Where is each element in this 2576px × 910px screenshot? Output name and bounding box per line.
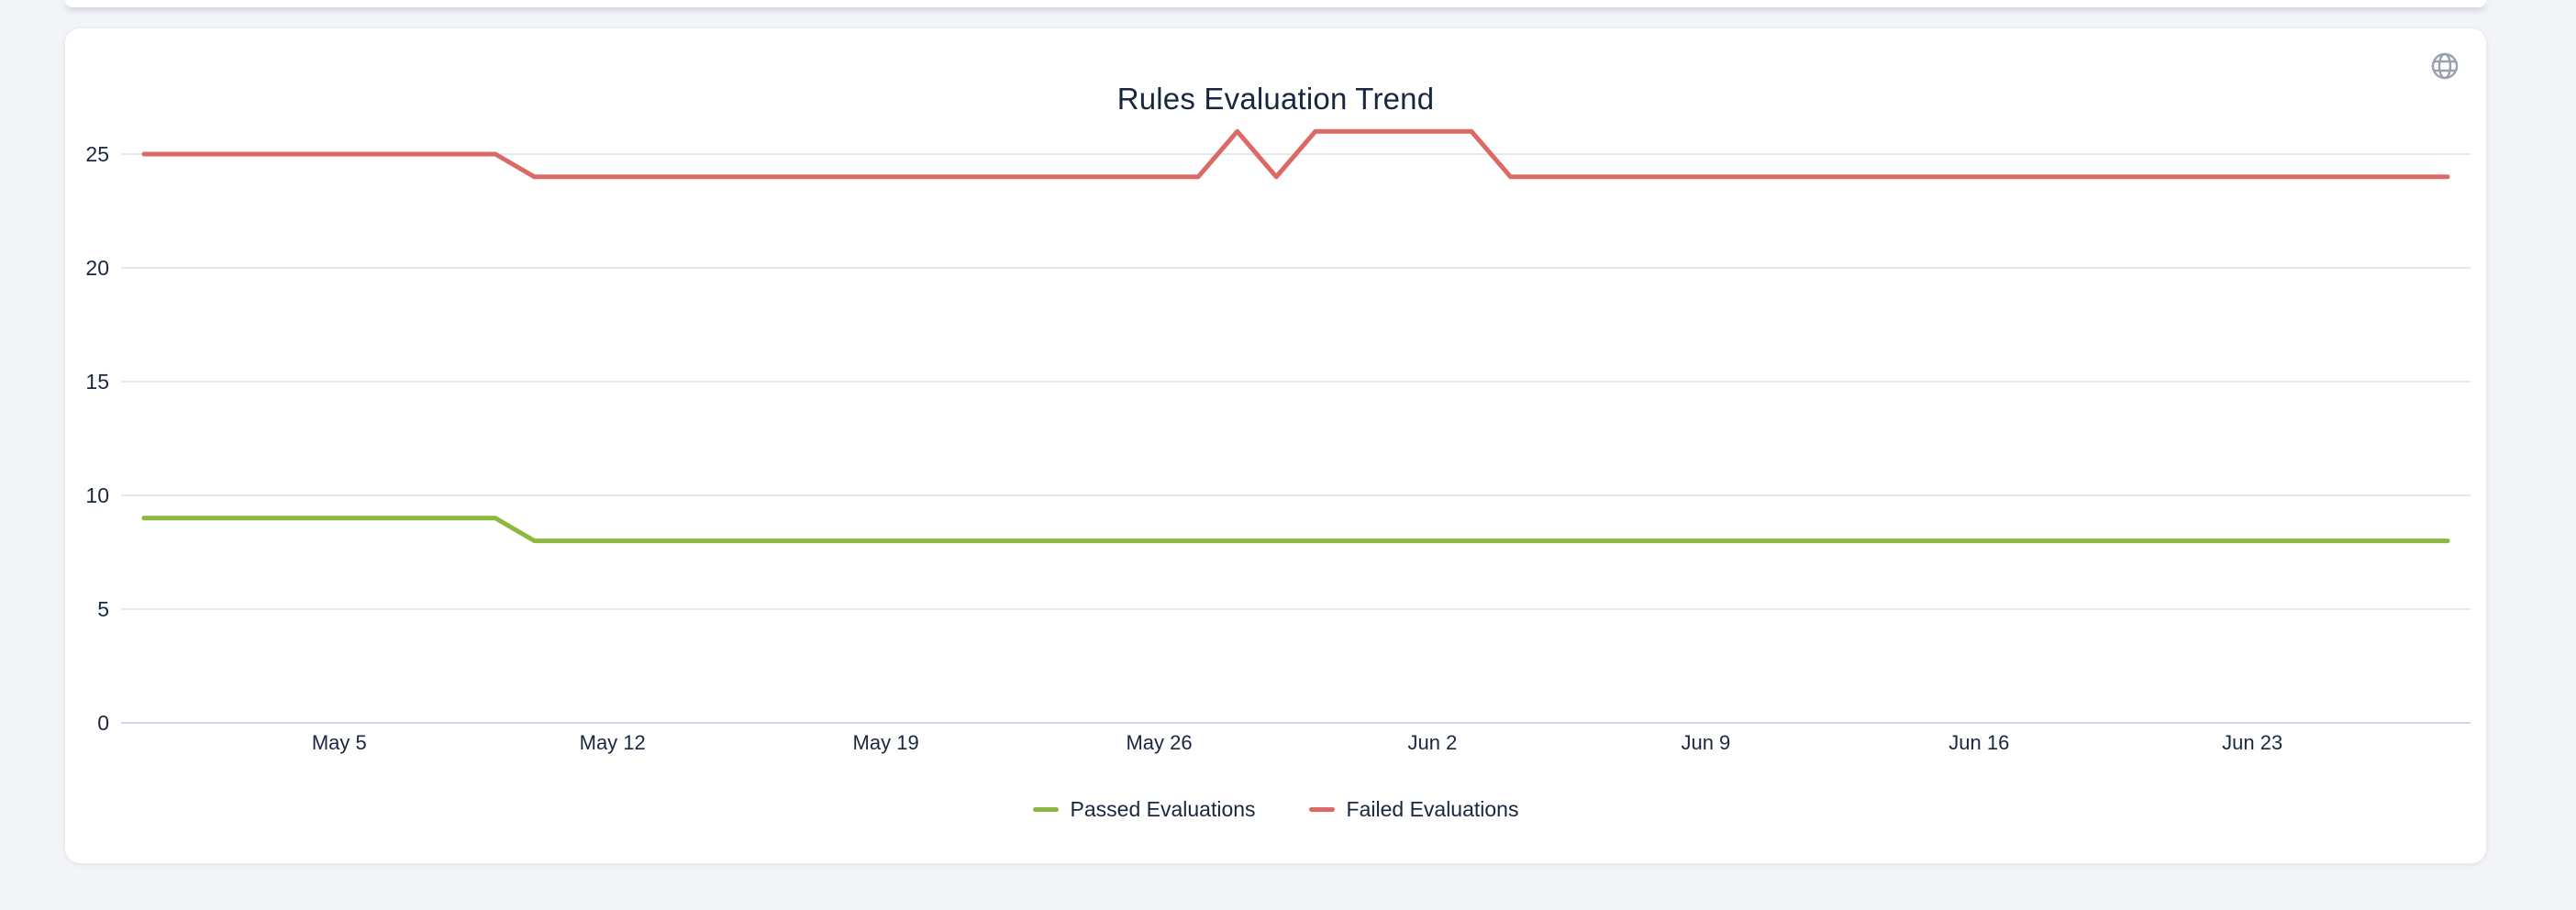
series-line-passed[interactable] xyxy=(141,516,2450,544)
series-line-failed[interactable] xyxy=(141,128,2450,180)
y-tick-label: 25 xyxy=(85,142,109,166)
chart-legend: Passed Evaluations Failed Evaluations xyxy=(65,797,2486,822)
y-tick-label: 15 xyxy=(85,370,109,394)
legend-label-passed: Passed Evaluations xyxy=(1070,797,1256,821)
y-tick-label: 5 xyxy=(97,597,109,621)
x-tick-label: Jun 16 xyxy=(1949,731,2009,754)
x-tick-label: May 26 xyxy=(1126,731,1192,754)
chart-card: Rules Evaluation Trend 0 5 10 15 20 25 May 5 Ma… xyxy=(65,28,2486,863)
legend-item-passed[interactable]: Passed Evaluations xyxy=(1032,797,1256,822)
y-tick-label: 20 xyxy=(85,256,109,280)
y-tick-label: 0 xyxy=(97,711,109,735)
x-tick-label: May 5 xyxy=(312,731,367,754)
x-tick-label: Jun 9 xyxy=(1681,731,1730,754)
globe-icon[interactable] xyxy=(2429,50,2460,82)
legend-label-failed: Failed Evaluations xyxy=(1346,797,1519,821)
y-tick-label: 10 xyxy=(85,483,109,507)
chart-title: Rules Evaluation Trend xyxy=(1116,82,1435,116)
x-tick-label: Jun 2 xyxy=(1408,731,1458,754)
legend-item-failed[interactable]: Failed Evaluations xyxy=(1308,797,1519,822)
x-tick-label: May 19 xyxy=(853,731,919,754)
failed-line-swatch xyxy=(1308,807,1335,812)
card-above-edge xyxy=(65,0,2486,7)
x-tick-label: Jun 23 xyxy=(2222,731,2282,754)
rules-evaluation-trend-chart: 0 5 10 15 20 25 May 5 May 12 May 19 May 26 Jun 2 Ju… xyxy=(85,128,2471,754)
x-tick-label: May 12 xyxy=(580,731,646,754)
passed-line-swatch xyxy=(1032,807,1059,812)
